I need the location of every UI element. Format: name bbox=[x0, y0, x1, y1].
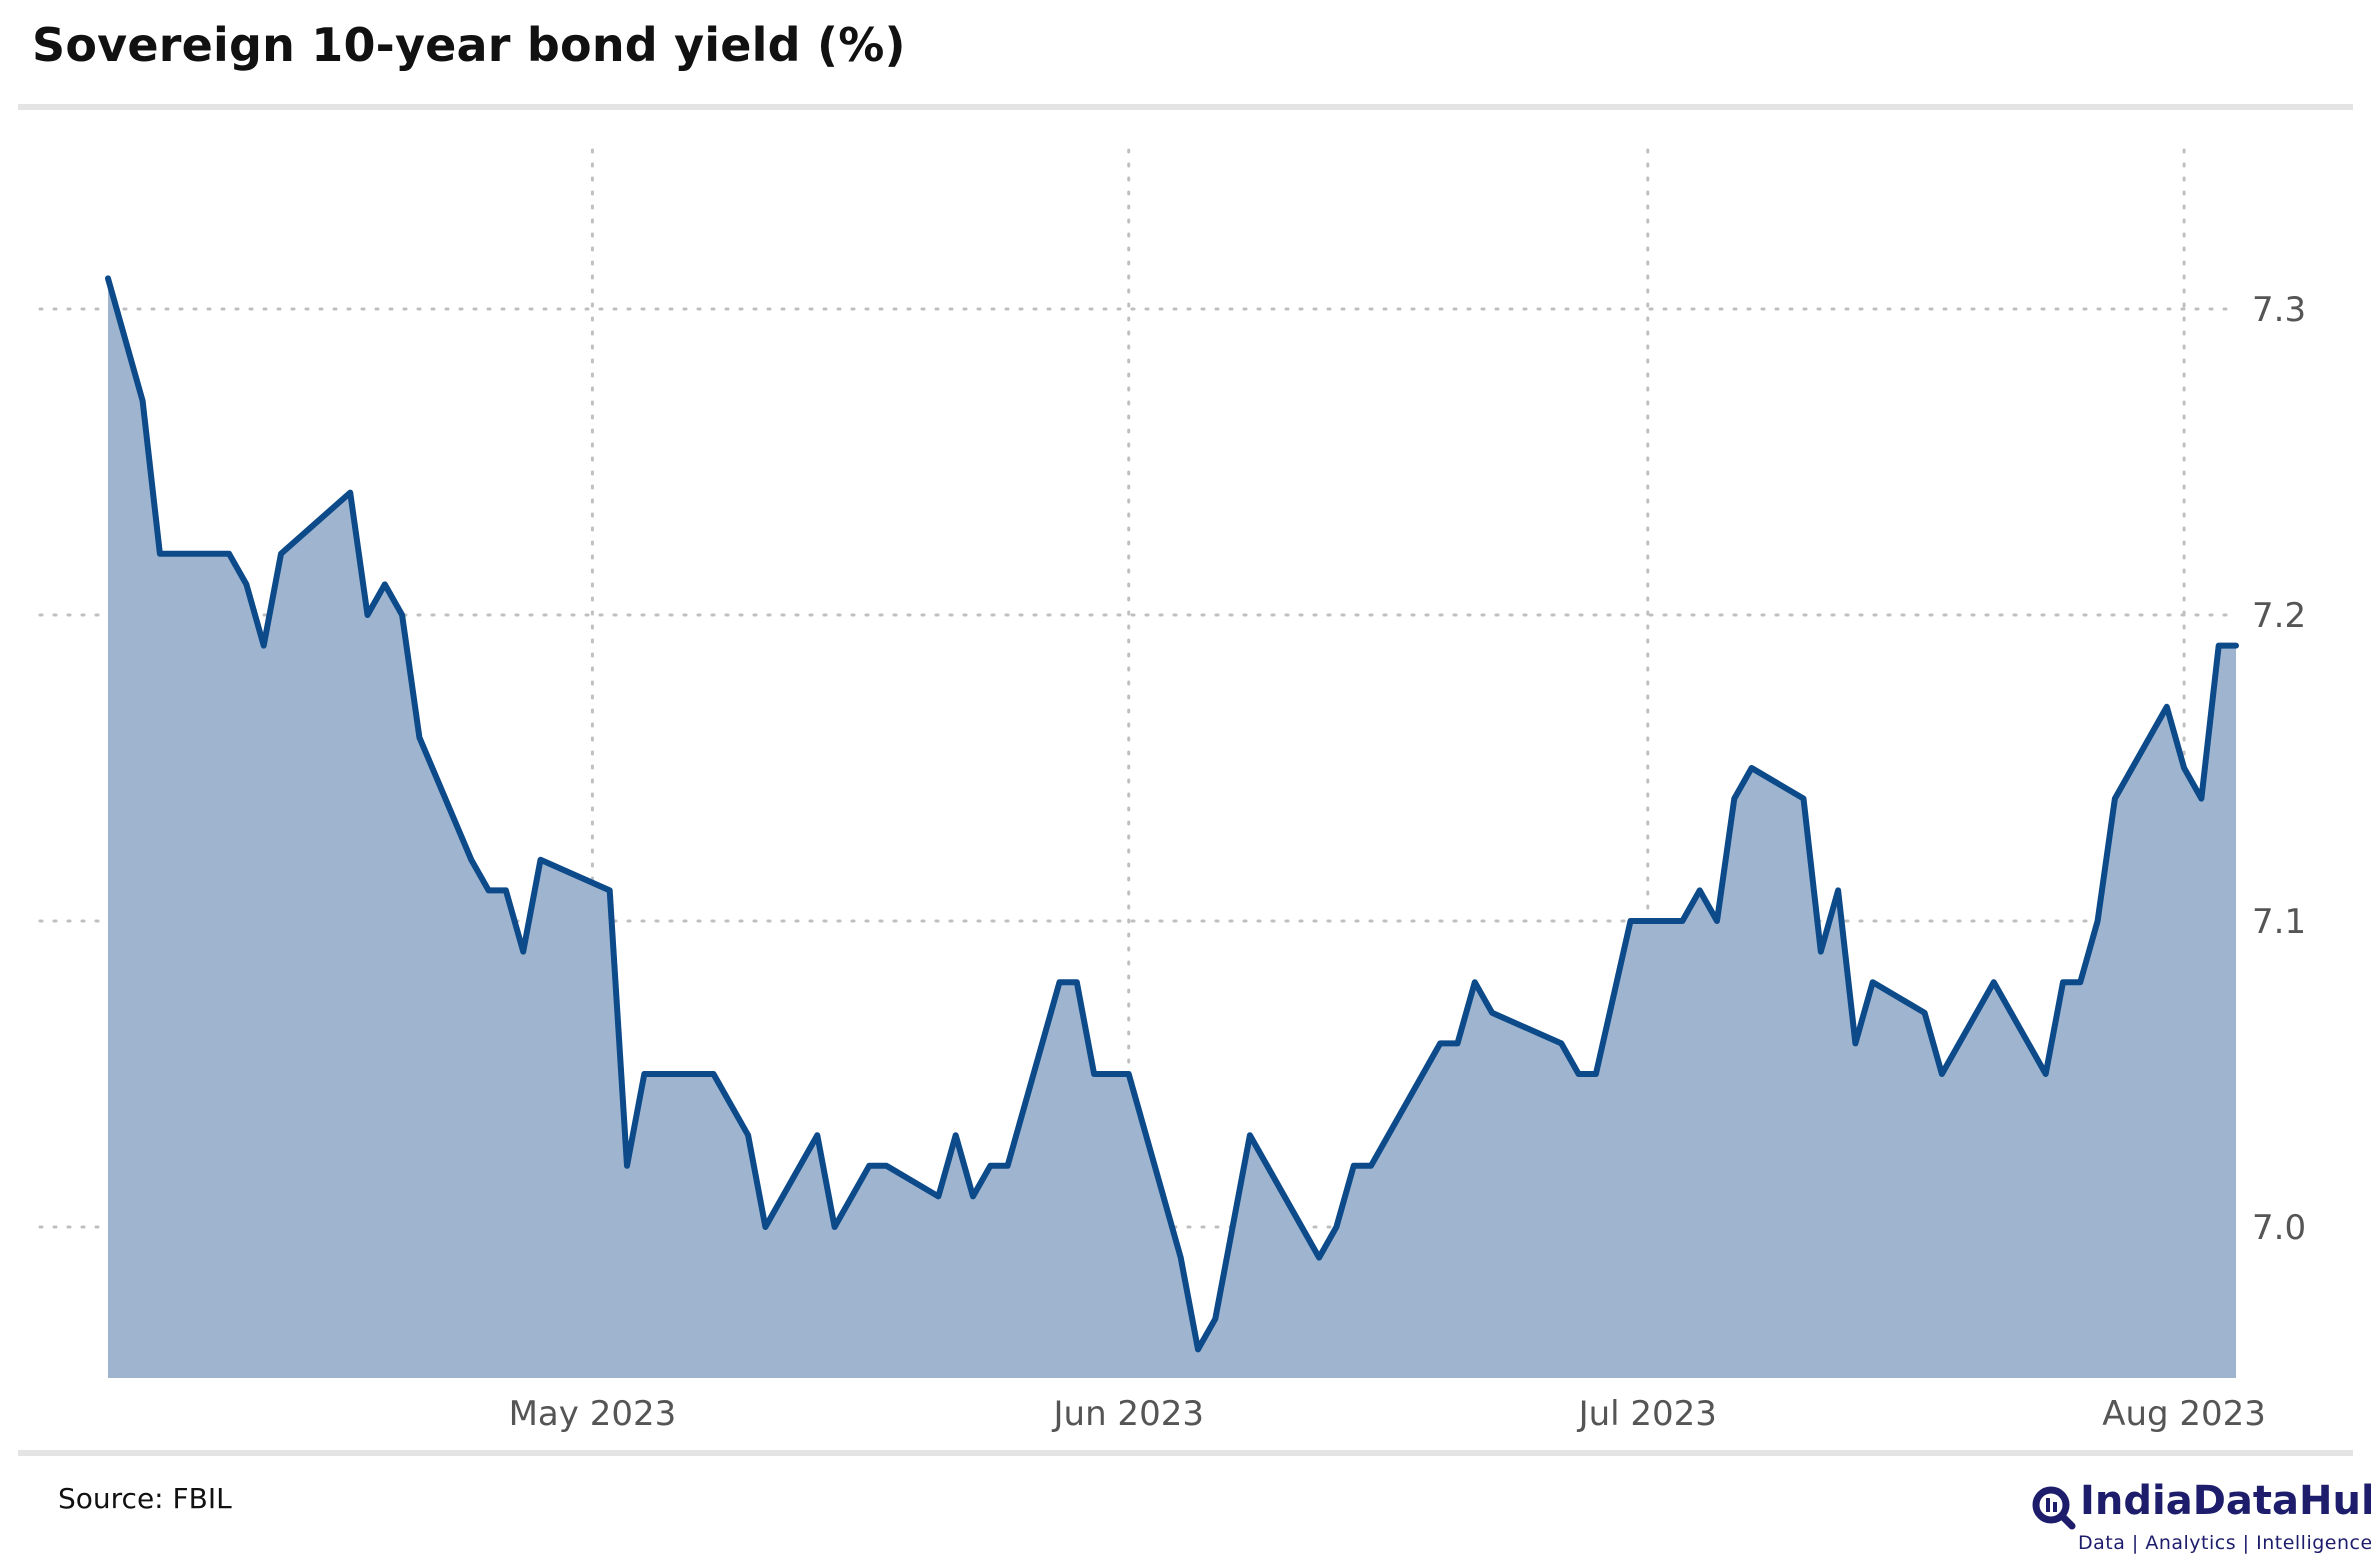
brand-tagline: Data | Analytics | Intelligence bbox=[2078, 1532, 2371, 1554]
x-tick-label: Jun 2023 bbox=[1052, 1394, 1204, 1434]
magnifier-logo-icon bbox=[2030, 1484, 2076, 1530]
yield-area-fill bbox=[108, 278, 2236, 1378]
x-tick-label: May 2023 bbox=[509, 1394, 677, 1434]
area-layer bbox=[108, 278, 2236, 1378]
bond-yield-chart: 7.0 7.1 7.2 7.3 May 2023 Jun 2023 Jul 2023 Aug … bbox=[0, 0, 2371, 1450]
y-tick-label: 7.3 bbox=[2252, 290, 2306, 330]
y-tick-label: 7.2 bbox=[2252, 596, 2306, 636]
brand-logo[interactable]: IndiaDataHub Data | Analytics | Intellig… bbox=[2020, 1478, 2360, 1558]
x-tick-label: Aug 2023 bbox=[2102, 1394, 2266, 1434]
y-tick-label: 7.1 bbox=[2252, 902, 2306, 942]
bottom-divider bbox=[18, 1450, 2353, 1456]
x-tick-label: Jul 2023 bbox=[1577, 1394, 1717, 1434]
y-tick-label: 7.0 bbox=[2252, 1208, 2306, 1248]
source-note: Source: FBIL bbox=[58, 1482, 232, 1515]
brand-name: IndiaDataHub bbox=[2080, 1478, 2371, 1524]
